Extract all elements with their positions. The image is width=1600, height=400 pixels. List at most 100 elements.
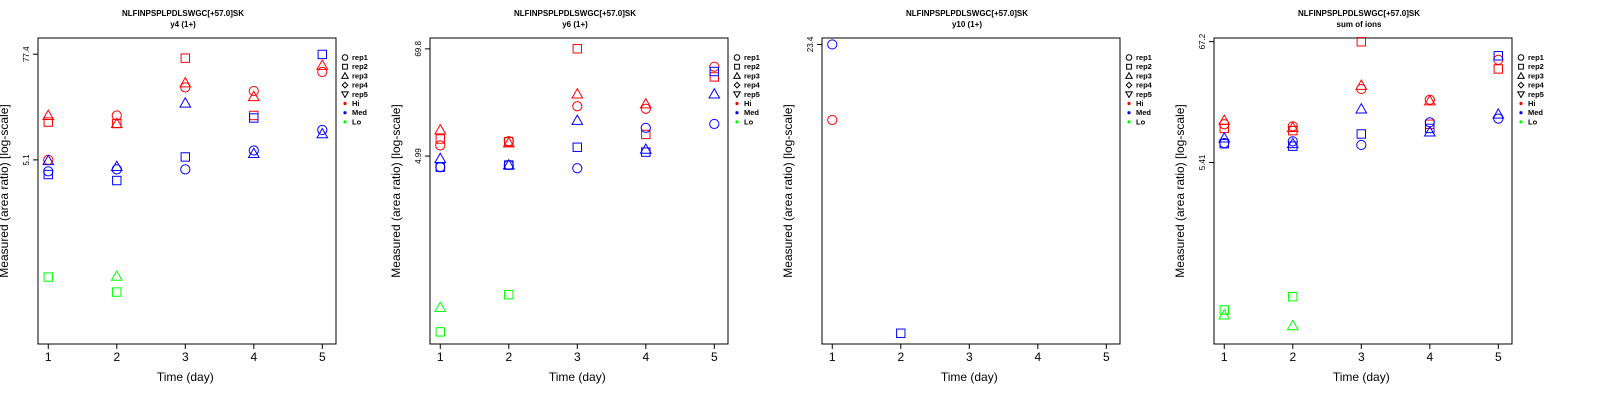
data-point xyxy=(572,163,583,174)
data-points xyxy=(434,44,721,337)
x-tick-label: 2 xyxy=(897,350,904,364)
data-point xyxy=(112,287,122,297)
data-point xyxy=(180,53,190,63)
data-point xyxy=(896,328,906,338)
legend-label: rep3 xyxy=(1136,71,1152,80)
legend-label: rep4 xyxy=(1136,81,1153,90)
x-tick-label: 1 xyxy=(45,350,52,364)
legend-label: Lo xyxy=(744,117,754,126)
data-point xyxy=(1424,117,1435,128)
y-axis-label: Measured (area ratio) [log-scale] xyxy=(0,104,11,277)
data-point xyxy=(316,59,329,70)
legend-marker xyxy=(1516,91,1526,99)
legend-marker xyxy=(343,120,347,124)
x-tick-label: 4 xyxy=(1426,350,1433,364)
data-point xyxy=(709,66,719,77)
legend-marker xyxy=(1126,63,1132,70)
legend-label: rep2 xyxy=(744,62,760,71)
legend-label: rep5 xyxy=(352,90,368,99)
data-point xyxy=(572,142,582,152)
y-axis: 5.41 67.2 xyxy=(1198,33,1215,170)
data-point xyxy=(1356,129,1366,139)
data-point xyxy=(247,90,260,102)
data-point xyxy=(317,124,328,136)
chart-panel-2: NLFINPSPLPDLSWGC[+57.0]SK y6 (1+) 1 2 3 4 5 Tim… xyxy=(389,9,761,384)
data-point xyxy=(641,129,651,140)
data-point xyxy=(435,140,446,151)
x-tick-label: 5 xyxy=(319,350,326,364)
legend-marker xyxy=(341,54,349,61)
legend-marker xyxy=(1125,81,1133,89)
legend-label: rep2 xyxy=(352,62,368,71)
y-axis: 23.4 xyxy=(806,36,822,52)
legend-marker xyxy=(1519,120,1523,124)
data-point xyxy=(249,113,259,123)
data-point xyxy=(1356,37,1366,47)
data-point xyxy=(1288,125,1298,136)
legend-marker xyxy=(341,81,349,89)
legend-label: Lo xyxy=(352,117,362,126)
data-point xyxy=(1218,131,1231,143)
x-axis: 1 2 3 4 5 xyxy=(829,343,1110,364)
legend-marker xyxy=(342,63,348,70)
x-tick-label: 3 xyxy=(574,350,581,364)
legend-marker xyxy=(732,91,742,99)
x-tick-label: 1 xyxy=(1221,350,1228,364)
data-point xyxy=(640,122,651,133)
data-point xyxy=(435,134,445,144)
chart-panel-1: NLFINPSPLPDLSWGC[+57.0]SK y4 (1+) 1 2 3 4 5 Tim… xyxy=(0,9,369,384)
data-point xyxy=(571,87,584,99)
legend-label: rep2 xyxy=(1528,62,1544,71)
legend-marker xyxy=(735,111,739,115)
data-point xyxy=(708,87,721,99)
legend-label: rep5 xyxy=(744,90,760,99)
legend-label: rep1 xyxy=(744,53,760,62)
y-tick-label: 67.2 xyxy=(1198,33,1207,49)
chart-subtitle: y10 (1+) xyxy=(952,20,982,29)
legend-marker xyxy=(1517,54,1525,61)
legend-marker xyxy=(1516,71,1526,79)
data-point xyxy=(827,114,838,126)
data-point xyxy=(42,109,55,120)
data-point xyxy=(1423,94,1436,106)
data-point xyxy=(435,327,445,337)
legend-label: rep4 xyxy=(1528,81,1545,90)
data-point xyxy=(1219,305,1229,315)
data-point xyxy=(1286,137,1299,149)
data-point xyxy=(639,97,652,109)
data-point xyxy=(1218,308,1231,320)
data-point xyxy=(179,76,192,88)
legend-marker xyxy=(1125,54,1133,61)
data-point xyxy=(1286,121,1299,133)
data-point xyxy=(1355,79,1368,90)
x-tick-label: 5 xyxy=(1103,350,1110,364)
legend-marker xyxy=(735,101,739,106)
legend-marker xyxy=(734,63,740,70)
legend-marker xyxy=(340,71,350,79)
x-tick-label: 3 xyxy=(966,350,973,364)
legend-label: rep4 xyxy=(744,81,761,90)
data-point xyxy=(571,114,584,125)
legend-marker xyxy=(343,111,347,115)
legend-marker xyxy=(732,71,742,79)
data-point xyxy=(1356,139,1367,151)
data-point xyxy=(1355,102,1368,114)
legend-label: rep3 xyxy=(1528,71,1544,80)
data-point xyxy=(180,164,191,175)
data-point xyxy=(502,136,515,148)
data-point xyxy=(43,154,54,166)
legend-marker xyxy=(1124,91,1134,99)
data-point xyxy=(43,169,53,180)
x-tick-label: 4 xyxy=(250,350,257,364)
x-axis-label: Time (day) xyxy=(157,370,214,384)
data-point xyxy=(1425,123,1435,134)
plot-frame xyxy=(429,37,729,345)
legend-marker xyxy=(1519,101,1523,106)
data-point xyxy=(827,39,838,50)
legend-label: Hi xyxy=(744,99,752,108)
data-point xyxy=(1219,139,1229,149)
chart-title: NLFINPSPLPDLSWGC[+57.0]SK xyxy=(1298,9,1420,18)
data-point xyxy=(435,162,446,173)
